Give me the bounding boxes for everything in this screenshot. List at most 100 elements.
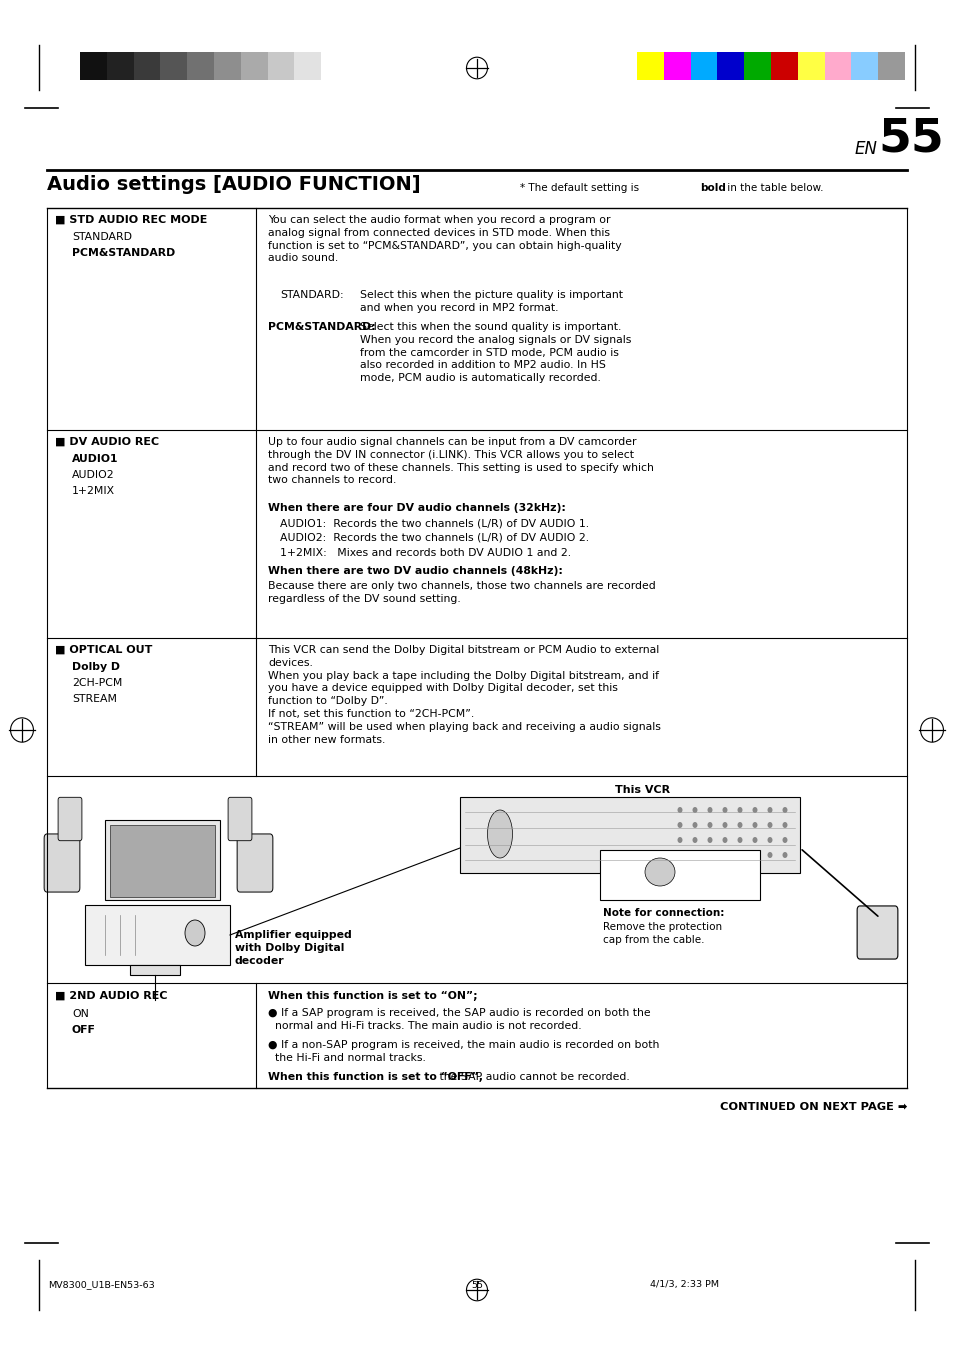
Ellipse shape (737, 807, 741, 813)
Ellipse shape (781, 807, 786, 813)
Text: STANDARD: STANDARD (71, 232, 132, 242)
Text: This VCR: This VCR (615, 785, 669, 794)
Text: When there are four DV audio channels (32kHz):: When there are four DV audio channels (3… (268, 503, 565, 513)
Text: AUDIO2: AUDIO2 (71, 470, 114, 480)
Ellipse shape (721, 807, 727, 813)
Bar (80, 51, 107, 80)
FancyBboxPatch shape (599, 850, 760, 900)
Ellipse shape (707, 852, 712, 858)
Bar (321, 51, 348, 80)
Bar (240, 51, 268, 80)
Bar (770, 51, 797, 80)
Text: Audio settings [AUDIO FUNCTION]: Audio settings [AUDIO FUNCTION] (47, 176, 420, 195)
Text: Note for connection:: Note for connection: (602, 908, 723, 917)
Ellipse shape (781, 852, 786, 858)
Ellipse shape (781, 838, 786, 843)
Bar (743, 51, 770, 80)
Ellipse shape (677, 821, 681, 828)
FancyBboxPatch shape (228, 797, 252, 840)
Text: ■ 2ND AUDIO REC: ■ 2ND AUDIO REC (55, 992, 168, 1001)
Text: STANDARD:: STANDARD: (280, 290, 343, 300)
Text: AUDIO2:  Records the two channels (L/R) of DV AUDIO 2.: AUDIO2: Records the two channels (L/R) o… (280, 534, 589, 543)
Ellipse shape (721, 821, 727, 828)
Text: 55: 55 (877, 118, 943, 162)
Text: 55: 55 (471, 1281, 482, 1289)
Bar (637, 51, 663, 80)
Text: ● If a SAP program is received, the SAP audio is recorded on both the
  normal a: ● If a SAP program is received, the SAP … (268, 1008, 650, 1031)
Ellipse shape (644, 858, 675, 886)
Bar (797, 51, 823, 80)
Ellipse shape (767, 821, 772, 828)
Text: Dolby D: Dolby D (71, 662, 120, 671)
Ellipse shape (692, 807, 697, 813)
Bar (294, 51, 321, 80)
Bar (878, 51, 904, 80)
Text: Remove the protection
cap from the cable.: Remove the protection cap from the cable… (602, 921, 721, 944)
Bar (107, 51, 133, 80)
Text: AUDIO1: AUDIO1 (71, 454, 118, 463)
Text: 4/1/3, 2:33 PM: 4/1/3, 2:33 PM (649, 1281, 719, 1289)
Text: bold: bold (700, 182, 725, 193)
Bar (110, 825, 214, 897)
Bar (663, 51, 690, 80)
Ellipse shape (721, 852, 727, 858)
Text: PCM&STANDARD:: PCM&STANDARD: (268, 322, 375, 332)
Ellipse shape (707, 807, 712, 813)
Ellipse shape (737, 838, 741, 843)
Ellipse shape (752, 838, 757, 843)
Text: This VCR can send the Dolby Digital bitstream or PCM Audio to external
devices.
: This VCR can send the Dolby Digital bits… (268, 644, 660, 744)
Text: Up to four audio signal channels can be input from a DV camcorder
through the DV: Up to four audio signal channels can be … (268, 436, 653, 485)
Ellipse shape (185, 920, 205, 946)
Text: When this function is set to “OFF”,: When this function is set to “OFF”, (268, 1071, 482, 1082)
Ellipse shape (767, 838, 772, 843)
Text: ■ STD AUDIO REC MODE: ■ STD AUDIO REC MODE (55, 215, 207, 226)
Text: You can select the audio format when you record a program or
analog signal from : You can select the audio format when you… (268, 215, 621, 263)
Text: PCM&STANDARD: PCM&STANDARD (71, 249, 175, 258)
Ellipse shape (737, 821, 741, 828)
Text: AUDIO1:  Records the two channels (L/R) of DV AUDIO 1.: AUDIO1: Records the two channels (L/R) o… (280, 517, 589, 528)
Ellipse shape (487, 811, 512, 858)
Bar (213, 51, 240, 80)
Ellipse shape (707, 838, 712, 843)
Text: EN: EN (854, 141, 877, 158)
Text: CONTINUED ON NEXT PAGE ➡: CONTINUED ON NEXT PAGE ➡ (719, 1102, 906, 1112)
Text: ■ DV AUDIO REC: ■ DV AUDIO REC (55, 436, 159, 447)
Text: ON: ON (71, 1009, 89, 1019)
Text: the SAP audio cannot be recorded.: the SAP audio cannot be recorded. (436, 1071, 629, 1082)
Ellipse shape (752, 821, 757, 828)
Text: ■ OPTICAL OUT: ■ OPTICAL OUT (55, 644, 152, 655)
Ellipse shape (767, 852, 772, 858)
Text: * The default setting is: * The default setting is (519, 182, 641, 193)
Text: MV8300_U1B-EN53-63: MV8300_U1B-EN53-63 (48, 1281, 154, 1289)
Bar (85, 905, 230, 965)
Bar (717, 51, 743, 80)
Text: in the table below.: in the table below. (723, 182, 822, 193)
Text: OFF: OFF (71, 1025, 95, 1035)
Ellipse shape (752, 852, 757, 858)
Bar (160, 51, 187, 80)
Text: 1+2MIX: 1+2MIX (71, 486, 115, 496)
FancyBboxPatch shape (58, 797, 82, 840)
Text: Select this when the picture quality is important
and when you record in MP2 for: Select this when the picture quality is … (359, 290, 622, 313)
Text: STREAM: STREAM (71, 694, 117, 704)
Ellipse shape (767, 807, 772, 813)
Ellipse shape (692, 852, 697, 858)
Ellipse shape (677, 838, 681, 843)
FancyBboxPatch shape (237, 834, 273, 892)
Text: When there are two DV audio channels (48kHz):: When there are two DV audio channels (48… (268, 566, 562, 576)
Ellipse shape (737, 852, 741, 858)
Text: Amplifier equipped
with Dolby Digital
decoder: Amplifier equipped with Dolby Digital de… (234, 929, 352, 966)
Bar (105, 820, 220, 900)
FancyBboxPatch shape (44, 834, 80, 892)
FancyBboxPatch shape (856, 907, 897, 959)
Ellipse shape (707, 821, 712, 828)
Text: ● If a non-SAP program is received, the main audio is recorded on both
  the Hi-: ● If a non-SAP program is received, the … (268, 1040, 659, 1063)
Text: 2CH-PCM: 2CH-PCM (71, 678, 122, 688)
Bar (133, 51, 160, 80)
Ellipse shape (721, 838, 727, 843)
Text: 1+2MIX:   Mixes and records both DV AUDIO 1 and 2.: 1+2MIX: Mixes and records both DV AUDIO … (280, 549, 571, 558)
Text: When this function is set to “ON”;: When this function is set to “ON”; (268, 992, 477, 1001)
Bar (459, 797, 800, 873)
Bar (268, 51, 294, 80)
Bar (130, 965, 180, 975)
